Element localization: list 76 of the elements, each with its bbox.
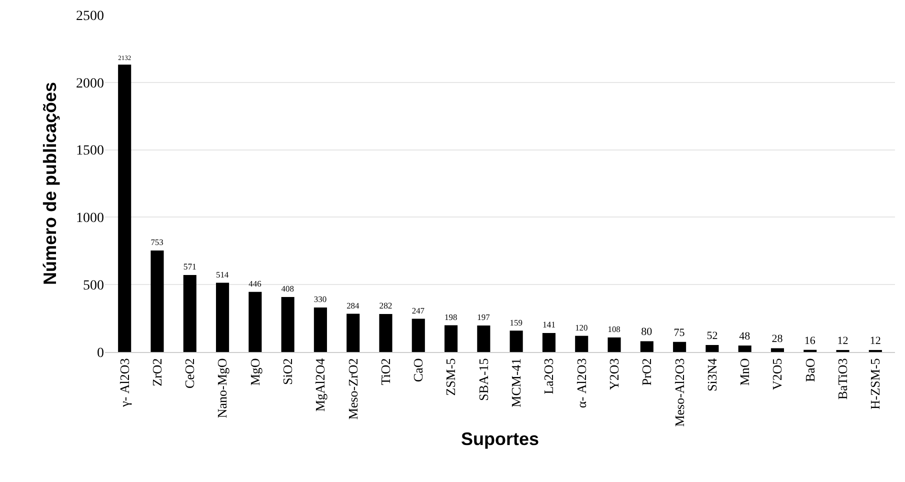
x-tick-label: BaTiO3 (834, 358, 850, 400)
data-label: 16 (804, 334, 816, 347)
bar (379, 314, 392, 352)
bar (706, 344, 719, 352)
y-tick-label: 500 (83, 278, 104, 294)
x-tick-label: ZrO2 (149, 358, 164, 386)
bar (673, 342, 686, 352)
data-label: 12 (870, 335, 881, 347)
y-tick-label: 1500 (76, 144, 104, 159)
x-tick-label: H-ZSM-5 (868, 358, 883, 410)
data-label: 284 (346, 300, 360, 310)
x-tick-label: CeO2 (182, 358, 198, 389)
bar (738, 346, 752, 352)
x-tick-label: MgO (247, 358, 262, 386)
data-label: 80 (641, 326, 653, 338)
bar (477, 325, 490, 352)
bar (248, 292, 262, 352)
y-tick-label: 0 (97, 346, 104, 361)
x-tick-label: PrO2 (639, 358, 654, 386)
bar (542, 332, 556, 352)
x-tick-label: α- Al2O3 (574, 358, 589, 408)
data-label: 75 (674, 326, 686, 339)
y-tick-label: 2500 (76, 8, 104, 24)
bar (150, 250, 164, 352)
data-label: 108 (608, 324, 620, 334)
bar (281, 297, 294, 352)
data-label: 247 (412, 305, 425, 316)
y-axis-title: Número de publicações (40, 82, 60, 286)
data-label: 12 (837, 335, 848, 347)
x-tick-label: γ- Al2O3 (116, 358, 132, 408)
data-label: 120 (575, 322, 588, 333)
x-tick-label: MnO (737, 358, 752, 386)
data-label: 28 (772, 333, 784, 346)
bar (510, 330, 523, 352)
y-tick-label: 1000 (76, 211, 104, 226)
bar (118, 64, 132, 352)
data-label: 514 (216, 269, 230, 280)
bar (575, 336, 588, 352)
x-tick-label: ZSM-5 (443, 358, 458, 396)
x-tick-label: TiO2 (378, 358, 393, 386)
x-tick-label: Meso-Al2O3 (672, 358, 687, 427)
x-tick-label: V2O5 (770, 358, 785, 390)
x-tick-label: Y2O3 (606, 358, 622, 390)
bar (314, 308, 327, 352)
bar (412, 318, 425, 352)
x-tick-label: Si3N4 (704, 358, 720, 392)
x-axis-title: Suportes (460, 428, 540, 449)
data-label: 198 (444, 312, 458, 322)
data-label: 197 (477, 312, 490, 322)
x-tick-label: Meso-ZrO2 (345, 358, 360, 420)
data-label: 141 (542, 320, 556, 330)
bar (640, 341, 654, 352)
data-label: 330 (314, 294, 327, 304)
data-label: 408 (281, 284, 294, 294)
data-label: 48 (739, 330, 751, 343)
bar (216, 282, 230, 352)
x-tick-label: BaO (802, 358, 818, 382)
bar (346, 314, 360, 352)
data-label: 753 (150, 237, 164, 248)
x-tick-label: MgAl2O4 (312, 358, 328, 412)
data-label: 571 (183, 262, 196, 272)
bar (608, 337, 621, 352)
x-tick-label: MCM-41 (508, 358, 524, 408)
x-tick-label: CaO (410, 358, 426, 382)
data-label: 282 (379, 300, 392, 311)
data-label: 446 (248, 278, 262, 289)
x-tick-label: SiO2 (280, 358, 296, 385)
bar (183, 275, 196, 352)
y-tick-label: 2000 (76, 76, 104, 92)
x-tick-label: La2O3 (541, 358, 556, 394)
x-tick-label: SBA-15 (476, 358, 491, 401)
data-label: 159 (510, 317, 522, 328)
x-tick-label: Nano-MgO (214, 358, 230, 418)
data-label: 52 (706, 330, 718, 342)
bar (770, 348, 784, 352)
bar (444, 325, 458, 352)
